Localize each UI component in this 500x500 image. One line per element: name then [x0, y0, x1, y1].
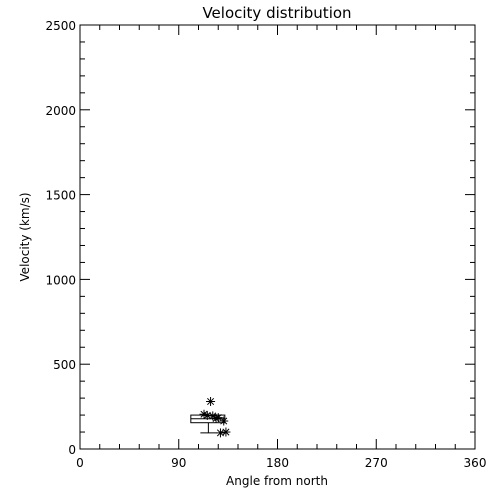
y-tick-label: 500: [53, 358, 76, 372]
asterisk-stroke: [203, 411, 211, 419]
asterisk-stroke: [209, 412, 217, 420]
data-point: [206, 397, 216, 407]
data-point: [213, 413, 223, 423]
asterisk-stroke: [200, 410, 208, 418]
y-axis-label: Velocity (km/s): [18, 192, 32, 281]
asterisk-stroke: [222, 428, 230, 436]
data-point: [219, 416, 229, 426]
asterisk-stroke: [214, 414, 222, 422]
y-tick-label: 0: [68, 443, 76, 457]
data-point: [221, 427, 231, 437]
y-tick-label: 1500: [45, 189, 76, 203]
x-tick-label: 0: [76, 456, 84, 470]
asterisk-stroke: [207, 397, 215, 406]
data-points: [199, 397, 231, 438]
data-point: [202, 410, 212, 420]
x-tick-label: 180: [266, 456, 289, 470]
x-tick-label: 360: [464, 456, 487, 470]
axis-ticks: [79, 24, 476, 450]
plot-frame: [79, 24, 476, 450]
x-tick-label: 270: [365, 456, 388, 470]
x-tick-label: 90: [171, 456, 186, 470]
asterisk-stroke: [216, 429, 224, 437]
axis-tick-labels: 0 90 180 270 360 0 500 1000 1500 2000 2500: [45, 19, 486, 470]
chart-title: Velocity distribution: [202, 4, 351, 22]
y-tick-label: 2000: [45, 104, 76, 118]
x-axis-label: Angle from north: [226, 474, 328, 488]
y-tick-label: 2500: [45, 19, 76, 33]
asterisk-stroke: [220, 417, 228, 425]
y-tick-label: 1000: [45, 273, 76, 287]
